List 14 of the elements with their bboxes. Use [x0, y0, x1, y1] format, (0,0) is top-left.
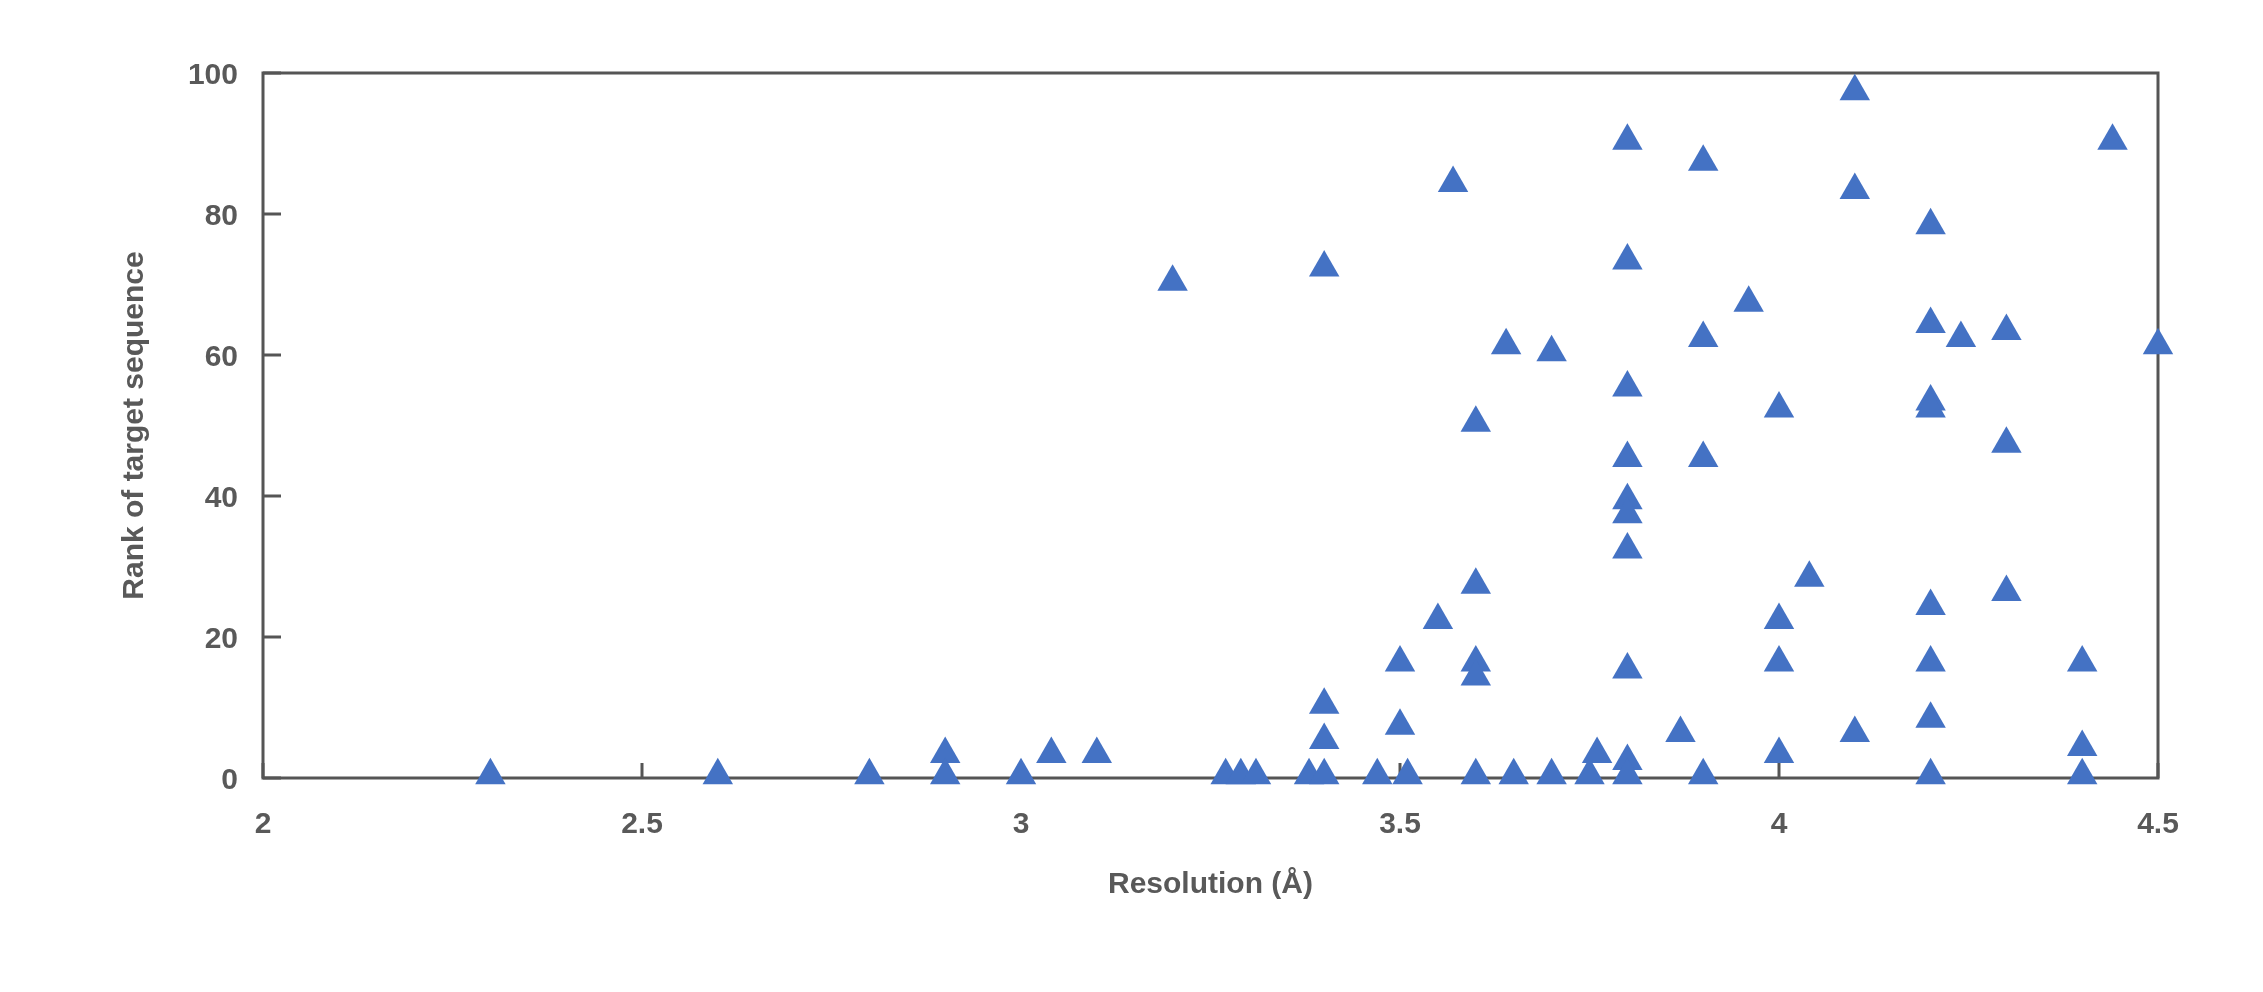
x-tick-label: 3.5 [1379, 806, 1421, 839]
y-tick-label: 40 [204, 479, 238, 513]
x-tick-label: 3 [1012, 806, 1030, 839]
y-tick-label: 60 [204, 338, 238, 372]
y-tick-label: 100 [187, 56, 238, 90]
x-tick-label: 2.5 [621, 806, 663, 839]
x-tick-label: 4 [1770, 806, 1788, 839]
x-tick-label: 4.5 [2137, 806, 2179, 839]
y-axis-title: Rank of target sequence [116, 251, 149, 600]
y-tick-label: 20 [204, 620, 238, 654]
x-tick-label: 2 [254, 806, 272, 839]
y-tick-label: 0 [221, 761, 238, 795]
x-axis-title: Resolution (Å) [1108, 866, 1313, 899]
y-tick-label: 80 [204, 197, 238, 231]
